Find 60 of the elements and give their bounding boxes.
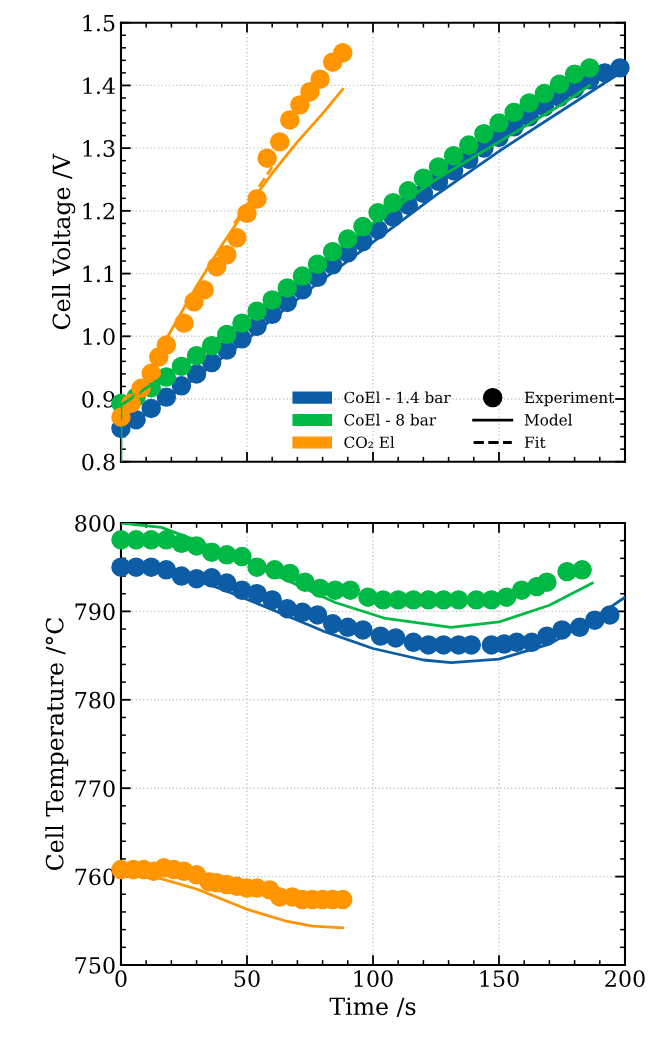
point — [194, 280, 214, 300]
x-axis-title: Time /s — [329, 997, 416, 1018]
point — [461, 635, 481, 655]
point — [257, 148, 277, 168]
point — [385, 628, 406, 648]
y-tick-label: 0.8 — [82, 453, 115, 471]
annotation: Fit — [524, 436, 546, 449]
y-tick-label: 1.5 — [83, 14, 115, 32]
point — [280, 110, 300, 130]
point — [489, 113, 509, 133]
y-tick-label: 750 — [75, 956, 115, 974]
point — [579, 58, 600, 78]
y-tick-label: 1.4 — [83, 77, 115, 95]
point — [610, 58, 630, 78]
y-tick-label: 1.2 — [83, 202, 114, 220]
point — [549, 74, 570, 94]
legend-label: CoEl - 8 bar — [344, 413, 437, 426]
point — [534, 83, 555, 104]
point — [474, 123, 494, 144]
point — [300, 81, 320, 102]
point — [504, 102, 524, 123]
point — [459, 135, 479, 155]
point — [307, 605, 328, 625]
x-tick-label: 100 — [354, 970, 393, 988]
point — [310, 69, 330, 89]
point — [519, 93, 539, 113]
point — [290, 95, 310, 115]
legend-label: CO₂ El — [344, 436, 395, 449]
point — [340, 580, 361, 600]
legend-label: CoEl - 1.4 bar — [344, 391, 451, 404]
point — [448, 590, 469, 610]
line-series — [120, 522, 594, 629]
y-tick-label: 1.1 — [83, 265, 113, 283]
point — [537, 572, 557, 592]
point — [496, 587, 517, 607]
point — [353, 620, 373, 640]
point — [111, 530, 131, 550]
point — [428, 157, 449, 177]
y-tick-label: 800 — [75, 514, 115, 532]
annotation: Model — [524, 413, 573, 426]
point — [572, 560, 592, 580]
y-tick-label: 1.0 — [83, 328, 115, 346]
x-tick-label: 50 — [234, 970, 260, 988]
y-tick-label: 760 — [75, 868, 115, 886]
point — [564, 64, 585, 84]
point — [443, 145, 464, 166]
point — [217, 245, 237, 265]
point — [270, 132, 290, 152]
annotation: Experiment — [524, 391, 615, 407]
point — [333, 43, 353, 63]
y-axis-title: Cell Temperature /°C — [45, 618, 69, 870]
y-tick-label: 770 — [75, 780, 115, 797]
y-tick-label: 790 — [75, 603, 115, 621]
x-tick-label: 200 — [605, 970, 645, 988]
x-tick-label: 0 — [115, 970, 127, 988]
y-tick-label: 780 — [75, 691, 115, 709]
point — [227, 228, 247, 248]
y-axis-title: Cell Voltage /V — [52, 153, 76, 330]
y-tick-label: 1.3 — [83, 140, 115, 157]
x-tick-label: 150 — [480, 970, 519, 988]
